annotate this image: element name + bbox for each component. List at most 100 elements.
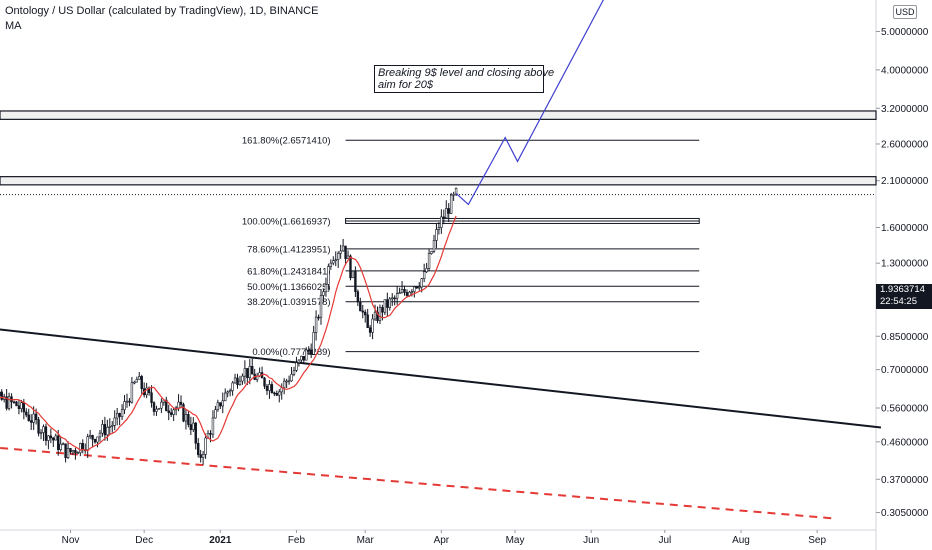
candle-body <box>42 426 45 433</box>
candle-body <box>103 424 107 436</box>
fib-retracement[interactable]: 161.80%(2.6571410) 100.00%(1.6616937) 78.6… <box>242 136 700 358</box>
candle-body <box>354 270 357 292</box>
bar-countdown: 22:54:25 <box>880 296 917 307</box>
candle-body <box>27 414 30 421</box>
candle-body <box>273 392 276 395</box>
currency-badge[interactable]: USD <box>893 5 917 19</box>
time-tick-label: Jul <box>658 535 671 546</box>
candle-body <box>280 387 283 393</box>
candle-body <box>221 400 224 407</box>
candle-body <box>332 260 335 264</box>
time-tick-label: Jun <box>583 535 599 546</box>
candle-body <box>263 377 266 387</box>
candle-body <box>167 410 170 413</box>
candle-body <box>238 380 242 386</box>
candle-body <box>349 255 352 279</box>
price-tick-label: 3.2000000 <box>881 104 929 115</box>
candles <box>0 187 458 465</box>
candle-body <box>49 435 53 439</box>
price-tick-label: 2.6000000 <box>881 139 929 150</box>
chart-title: Ontology / US Dollar (calculated by Trad… <box>5 5 319 17</box>
fib-level-label: 161.80%(2.6571410) <box>242 136 331 147</box>
candle-body <box>106 427 109 436</box>
candle-body <box>383 299 387 313</box>
candle-body <box>418 286 421 289</box>
candle-body <box>251 366 254 375</box>
price-tick-label: 1.6000000 <box>881 223 929 234</box>
candle-body <box>108 426 111 428</box>
candle-body <box>172 409 175 415</box>
candle-body <box>395 293 399 299</box>
candle-body <box>120 409 124 417</box>
candle-body <box>187 414 190 425</box>
candle-body <box>344 245 347 260</box>
candle-body <box>292 370 296 375</box>
time-tick-label: 2021 <box>209 535 232 546</box>
candle-body <box>226 391 229 394</box>
candle-body <box>150 392 153 403</box>
price-axis[interactable]: 20.000000016.000000013.000000010.0000000… <box>875 0 932 550</box>
candle-body <box>69 448 72 453</box>
candle-body <box>351 270 355 279</box>
candle-body <box>339 250 342 254</box>
text-annotation[interactable]: Breaking 9$ level and closing above aim … <box>374 65 555 93</box>
candle-body <box>368 327 372 333</box>
fib-level-label: 78.60%(1.4123951) <box>247 244 330 255</box>
fib-level-label: 61.80%(1.2431841) <box>247 266 330 277</box>
price-tick-label: 5.0000000 <box>881 27 929 38</box>
candle-body <box>214 409 217 419</box>
candle-body <box>322 291 325 296</box>
price-tick-label: 4.0000000 <box>881 65 929 76</box>
fib-level-label: 100.00%(1.6616937) <box>242 216 331 227</box>
candle-body <box>201 454 205 458</box>
candle-body <box>400 289 404 293</box>
candle-body <box>452 193 455 196</box>
candle-body <box>302 355 306 361</box>
candle-body <box>0 391 3 400</box>
candle-body <box>430 251 433 254</box>
candle-body <box>157 407 161 410</box>
candle-body <box>111 425 114 427</box>
candle-body <box>182 404 185 422</box>
candle-body <box>359 301 362 312</box>
candle-body <box>5 396 8 409</box>
ma-layer <box>0 215 457 452</box>
candle-body <box>76 452 80 454</box>
time-tick-label: Aug <box>732 535 750 546</box>
dashed-support-line <box>0 446 832 520</box>
time-tick-label: May <box>506 535 525 546</box>
price-tick-label: 2.1000000 <box>881 176 929 187</box>
candle-body <box>61 443 65 446</box>
candle-body <box>324 284 328 293</box>
candle-body <box>378 307 382 322</box>
candle-body <box>91 435 94 440</box>
candle-body <box>290 373 293 382</box>
candle-body <box>241 375 244 382</box>
projection-layer <box>455 0 604 206</box>
candle-body <box>177 401 180 409</box>
candle-body <box>138 376 141 380</box>
candle-body <box>317 316 320 319</box>
descending-trendline <box>0 328 882 429</box>
time-axis[interactable]: Nov Dec 2021 Feb Mar Apr May Jun Jul Aug Sep <box>0 529 876 546</box>
candle-body <box>248 366 251 378</box>
candle-body <box>449 194 453 214</box>
price-tick-label: 0.4600000 <box>881 437 929 448</box>
candle-body <box>57 435 60 450</box>
candle-body <box>425 268 428 273</box>
candle-body <box>246 368 249 378</box>
annotation-line-2: aim for 20$ <box>378 79 434 91</box>
resistance-zone <box>0 110 877 120</box>
indicator-label[interactable]: MA <box>5 20 22 32</box>
annotation-line-1: Breaking 9$ level and closing above <box>378 67 555 79</box>
candle-body <box>209 433 212 435</box>
candle-body <box>15 401 18 407</box>
fib-top-box <box>345 217 700 224</box>
candle-body <box>66 448 70 459</box>
candle-body <box>59 443 62 450</box>
candle-body <box>410 291 414 293</box>
candle-body <box>12 401 16 404</box>
candle-body <box>270 384 274 394</box>
current-price-tag: 1.9363714 22:54:25 <box>876 284 932 309</box>
